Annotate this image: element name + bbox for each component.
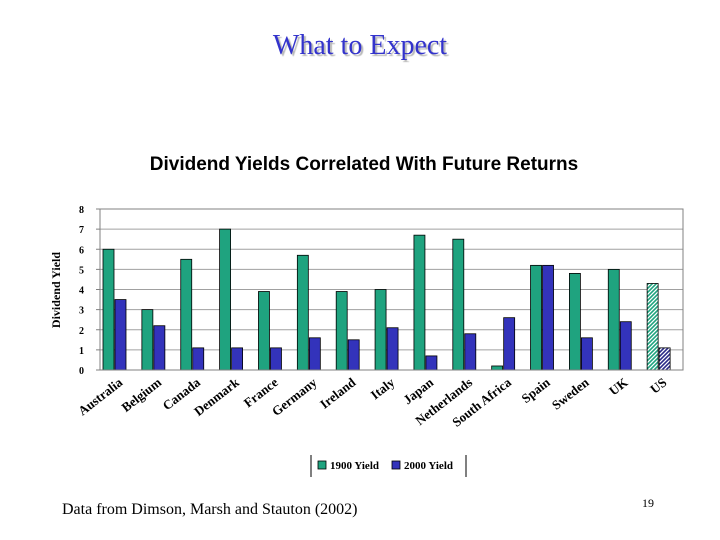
bar-france-series2 xyxy=(270,347,282,371)
x-tick-label: Belgium xyxy=(118,374,164,414)
x-tick-label: Germany xyxy=(269,374,320,419)
y-tick-label: 8 xyxy=(79,205,84,216)
legend-label: 1900 Yield xyxy=(330,460,379,472)
bar-denmark-series2 xyxy=(231,347,244,371)
y-tick-label: 1 xyxy=(79,346,84,357)
y-axis-ticks: 0 1 2 3 4 5 6 7 8 xyxy=(79,205,100,377)
bar-netherlands-series2 xyxy=(464,333,477,371)
bar-canada-series1 xyxy=(180,258,193,371)
x-tick-label: Sweden xyxy=(549,374,592,413)
bar-uk-series1 xyxy=(607,268,620,371)
bar-uk-series2 xyxy=(619,321,632,371)
y-tick-label: 5 xyxy=(79,265,84,276)
slide-title: What to Expect xyxy=(272,30,448,61)
bar-australia-series2 xyxy=(114,299,127,371)
y-tick-label: 3 xyxy=(79,306,84,317)
bar-spain-series2 xyxy=(542,264,554,371)
bar-spain-series1 xyxy=(530,264,542,371)
y-axis-label: Dividend Yield xyxy=(49,252,63,328)
legend-swatch xyxy=(317,460,327,470)
bar-denmark-series1 xyxy=(219,228,232,371)
bar-us-series2 xyxy=(658,347,671,371)
source-note: Data from Dimson, Marsh and Stauton (200… xyxy=(62,501,358,518)
legend: 1900 Yield 2000 Yield xyxy=(310,455,467,477)
bar-sweden-series1 xyxy=(569,272,581,371)
bar-japan-series2 xyxy=(425,355,438,371)
bar-ireland-series1 xyxy=(335,291,348,371)
bar-germany-series2 xyxy=(308,337,321,371)
chart-title: Dividend Yields Correlated With Future R… xyxy=(150,154,578,175)
y-tick-label: 6 xyxy=(79,245,84,256)
page-number: 19 xyxy=(642,496,654,510)
x-tick-label: Australia xyxy=(75,374,126,418)
bar-south-africa-series1 xyxy=(491,365,504,371)
bar-italy-series2 xyxy=(386,327,399,371)
x-tick-label: UK xyxy=(606,374,631,398)
bar-us-series1 xyxy=(646,283,659,371)
legend-swatch xyxy=(391,460,401,470)
x-tick-label: Denmark xyxy=(191,374,242,419)
bars xyxy=(102,228,671,371)
x-tick-label: Ireland xyxy=(317,374,359,411)
bar-france-series1 xyxy=(258,291,270,371)
y-tick-label: 7 xyxy=(79,225,84,236)
bar-sweden-series2 xyxy=(581,337,593,371)
bar-ireland-series2 xyxy=(347,339,360,371)
bar-canada-series2 xyxy=(192,347,205,371)
bar-germany-series1 xyxy=(296,254,309,371)
bar-australia-series1 xyxy=(102,248,115,371)
bar-belgium-series1 xyxy=(141,309,154,371)
y-tick-label: 2 xyxy=(79,326,84,337)
x-axis-labels: AustraliaBelgiumCanadaDenmarkFranceGerma… xyxy=(75,374,669,430)
bar-italy-series1 xyxy=(374,289,387,371)
x-tick-label: US xyxy=(647,375,669,397)
bar-japan-series1 xyxy=(413,234,426,371)
bar-belgium-series2 xyxy=(153,325,166,371)
x-tick-label: Italy xyxy=(368,374,398,402)
bar-south-africa-series2 xyxy=(503,317,516,371)
y-tick-label: 0 xyxy=(79,366,84,377)
plot-area-border xyxy=(99,208,684,371)
legend-label: 2000 Yield xyxy=(404,460,453,472)
y-tick-label: 4 xyxy=(79,286,84,297)
bar-netherlands-series1 xyxy=(452,238,465,371)
